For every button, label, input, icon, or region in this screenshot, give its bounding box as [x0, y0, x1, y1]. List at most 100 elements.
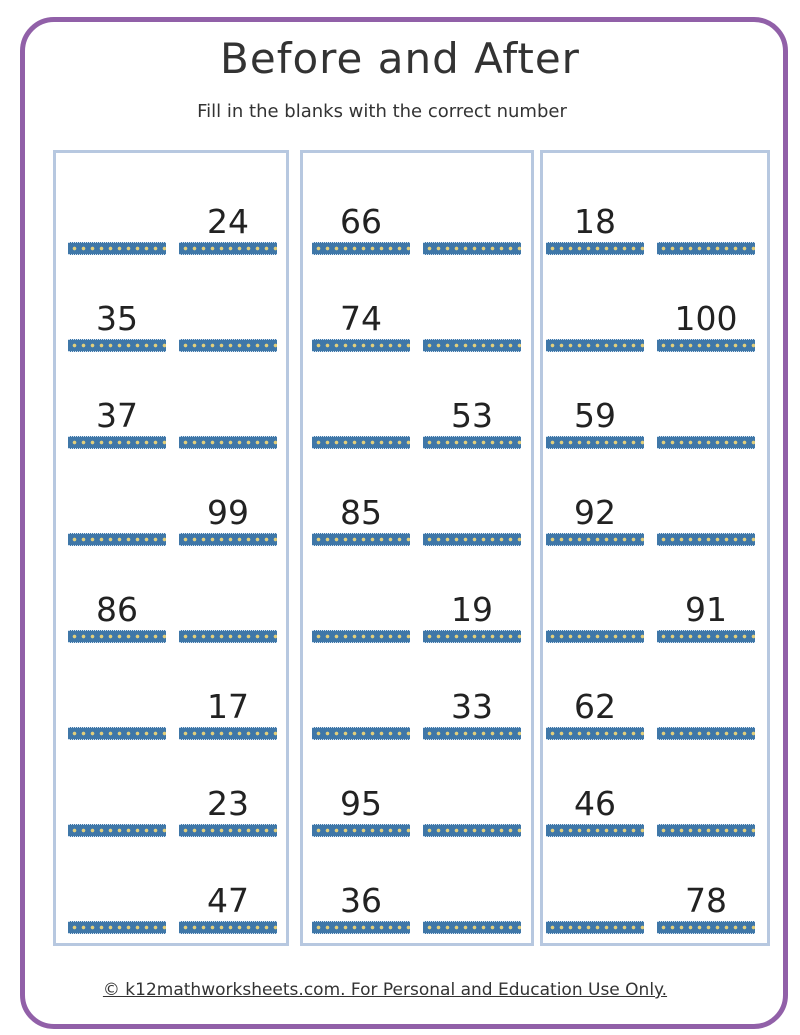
before-cell: 74: [312, 255, 410, 352]
after-cell[interactable]: [179, 352, 277, 449]
star-line-blank: [423, 242, 521, 255]
given-number: 78: [685, 881, 727, 920]
copyright-footer[interactable]: © k12mathworksheets.com. For Personal an…: [102, 980, 668, 1000]
given-number: 99: [207, 493, 249, 532]
before-cell: 92: [546, 449, 644, 546]
star-line-blank: [423, 436, 521, 449]
star-line-blank: [312, 824, 410, 837]
star-line-blank: [546, 921, 644, 934]
problem-column: 24 35 37 99 86 17 23 47: [53, 150, 289, 946]
before-cell[interactable]: [68, 158, 166, 255]
star-line-blank: [312, 727, 410, 740]
problem-row: 17: [56, 643, 286, 740]
after-cell[interactable]: [423, 158, 521, 255]
given-number: 95: [340, 784, 382, 823]
star-line-blank: [68, 824, 166, 837]
before-cell[interactable]: [68, 740, 166, 837]
before-cell[interactable]: [68, 837, 166, 934]
problem-row: 85: [303, 449, 531, 546]
after-cell[interactable]: [657, 158, 755, 255]
page-frame: [20, 17, 788, 1029]
after-cell[interactable]: [179, 255, 277, 352]
after-cell: 23: [179, 740, 277, 837]
star-line-blank: [68, 436, 166, 449]
before-cell[interactable]: [546, 837, 644, 934]
problem-row: 33: [303, 643, 531, 740]
star-line-blank: [179, 921, 277, 934]
given-number: 59: [574, 396, 616, 435]
problem-row: 100: [543, 255, 767, 352]
given-number: 19: [451, 590, 493, 629]
after-cell[interactable]: [657, 449, 755, 546]
given-number: 33: [451, 687, 493, 726]
star-line-blank: [657, 339, 755, 352]
star-line-blank: [68, 630, 166, 643]
star-line-blank: [657, 727, 755, 740]
given-number: 86: [96, 590, 138, 629]
before-cell: 86: [68, 546, 166, 643]
after-cell: 47: [179, 837, 277, 934]
after-cell: 24: [179, 158, 277, 255]
problem-row: 91: [543, 546, 767, 643]
star-line-blank: [179, 339, 277, 352]
given-number: 100: [674, 299, 738, 338]
star-line-blank: [546, 242, 644, 255]
star-line-blank: [68, 921, 166, 934]
problem-row: 95: [303, 740, 531, 837]
after-cell[interactable]: [423, 837, 521, 934]
star-line-blank: [546, 727, 644, 740]
after-cell[interactable]: [657, 643, 755, 740]
problem-row: 47: [56, 837, 286, 934]
after-cell[interactable]: [423, 449, 521, 546]
star-line-blank: [657, 242, 755, 255]
star-line-blank: [423, 824, 521, 837]
star-line-blank: [657, 921, 755, 934]
star-line-blank: [312, 533, 410, 546]
star-line-blank: [423, 630, 521, 643]
star-line-blank: [657, 533, 755, 546]
after-cell[interactable]: [657, 352, 755, 449]
given-number: 23: [207, 784, 249, 823]
star-line-blank: [179, 630, 277, 643]
before-cell: 46: [546, 740, 644, 837]
star-line-blank: [546, 533, 644, 546]
star-line-blank: [546, 824, 644, 837]
before-cell[interactable]: [312, 546, 410, 643]
problem-row: 23: [56, 740, 286, 837]
before-cell[interactable]: [68, 449, 166, 546]
after-cell[interactable]: [423, 255, 521, 352]
given-number: 36: [340, 881, 382, 920]
star-line-blank: [68, 339, 166, 352]
problem-row: 62: [543, 643, 767, 740]
after-cell[interactable]: [423, 740, 521, 837]
problem-row: 78: [543, 837, 767, 934]
given-number: 17: [207, 687, 249, 726]
star-line-blank: [312, 436, 410, 449]
star-line-blank: [312, 242, 410, 255]
before-cell[interactable]: [312, 352, 410, 449]
before-cell[interactable]: [546, 546, 644, 643]
before-cell: 37: [68, 352, 166, 449]
star-line-blank: [657, 436, 755, 449]
problem-row: 37: [56, 352, 286, 449]
after-cell: 17: [179, 643, 277, 740]
after-cell: 100: [657, 255, 755, 352]
before-cell[interactable]: [546, 255, 644, 352]
problem-row: 92: [543, 449, 767, 546]
after-cell: 19: [423, 546, 521, 643]
before-cell: 66: [312, 158, 410, 255]
star-line-blank: [657, 630, 755, 643]
after-cell[interactable]: [657, 740, 755, 837]
before-cell[interactable]: [312, 643, 410, 740]
problem-row: 18: [543, 158, 767, 255]
problem-row: 99: [56, 449, 286, 546]
given-number: 24: [207, 202, 249, 241]
worksheet-title: Before and After: [220, 34, 580, 83]
problem-row: 35: [56, 255, 286, 352]
star-line-blank: [546, 630, 644, 643]
before-cell[interactable]: [68, 643, 166, 740]
star-line-blank: [423, 727, 521, 740]
before-cell: 59: [546, 352, 644, 449]
before-cell: 36: [312, 837, 410, 934]
after-cell[interactable]: [179, 546, 277, 643]
